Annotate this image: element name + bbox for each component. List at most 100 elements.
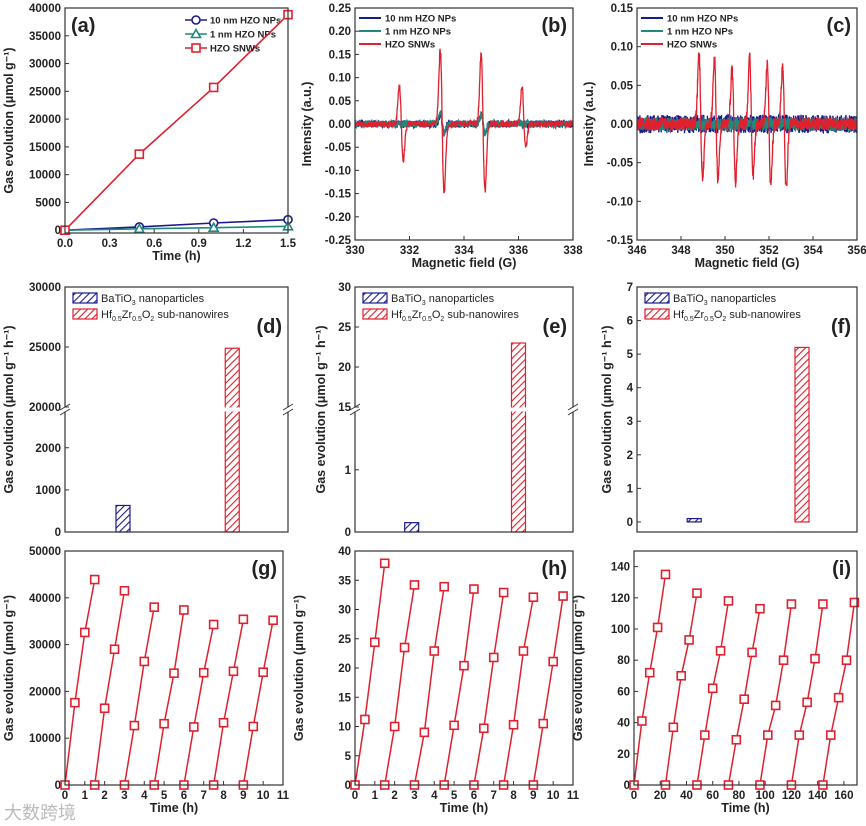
y-tick-label: 0.00: [611, 119, 633, 131]
legend-subscript: 2: [722, 316, 726, 323]
data-point: [189, 722, 199, 732]
x-tick-label: 9: [530, 790, 536, 802]
y-axis-label: Gas evolution (μmol g⁻¹): [292, 595, 306, 741]
y-axis-label: Intensity (a.u.): [582, 82, 596, 167]
y-tick-label: 5000: [35, 197, 61, 209]
x-tick-label: 0.0: [57, 238, 73, 250]
legend-swatch: [362, 308, 388, 320]
spectrum-line: [637, 52, 857, 188]
x-tick-label: 7: [491, 790, 497, 802]
panel-e: (e) 0 1 15 20 25 30 Gas evolution (μmol g⁻¹ h⁻¹…: [314, 282, 579, 539]
panel-label: (e): [543, 316, 567, 338]
data-point: [208, 82, 219, 93]
data-point: [849, 597, 860, 608]
y-tick-label: 0.15: [329, 49, 352, 61]
data-point: [810, 653, 820, 664]
data-point: [399, 642, 410, 653]
legend-label: Hf0.5Zr0.5O2 sub-nanowires: [673, 309, 801, 323]
legend-subscript: 0.5: [132, 316, 142, 323]
data-point: [449, 720, 459, 731]
x-tick-label: 0: [631, 790, 637, 802]
bar-break-gap: [510, 407, 527, 412]
y-tick-label: 5: [627, 349, 634, 361]
data-point: [409, 580, 420, 590]
x-tick-label: 11: [277, 790, 290, 802]
x-tick-label: 3: [121, 790, 127, 802]
y-tick-label: 120: [611, 593, 630, 605]
y-tick-label: -0.10: [607, 196, 633, 208]
axis-break-mark: [282, 408, 294, 416]
legend-text: BaTiO: [391, 293, 422, 305]
panel-label: (g): [251, 558, 277, 580]
x-tick-label: 9: [240, 790, 246, 802]
data-point: [258, 667, 268, 678]
y-tick-label: 20000: [29, 114, 61, 126]
cycle-line: [383, 584, 416, 786]
data-point: [755, 603, 765, 614]
y-tick-label: 20: [338, 663, 351, 675]
data-point: [89, 574, 100, 585]
y-tick-label: 6: [627, 316, 633, 328]
x-tick-label: 100: [756, 790, 775, 802]
data-point: [207, 221, 220, 233]
y-axis-label: Gas evolution (μmol g⁻¹ h⁻¹): [314, 325, 328, 493]
data-point: [459, 660, 469, 671]
legend-subscript: 2: [440, 316, 444, 323]
x-tick-label: 1.5: [280, 238, 297, 250]
panel-label: (h): [541, 558, 567, 580]
plot-frame: [354, 550, 574, 786]
y-tick-label: 25000: [29, 342, 61, 354]
x-tick-label: 120: [782, 790, 801, 802]
data-point: [498, 587, 509, 598]
x-tick-label: 1.2: [235, 238, 251, 250]
x-tick-label: 4: [431, 790, 438, 802]
x-tick-label: 6: [181, 790, 187, 802]
legend-swatch: [644, 292, 670, 304]
data-point: [637, 716, 647, 726]
legend-label: 10 nm HZO NPs: [385, 14, 456, 25]
y-tick-label: 60: [617, 686, 630, 698]
legend-text: Hf: [391, 309, 403, 321]
legend-subscript: 3: [422, 300, 426, 307]
panel-f: (f) 0 1 2 3 4 5 6 7 Gas evolution (μmol g⁻¹ h⁻¹) B…: [600, 282, 858, 533]
y-tick-label: 15000: [29, 142, 61, 154]
y-tick-label: 10000: [29, 733, 61, 745]
cycle-line: [64, 579, 96, 786]
panel-label: (f): [831, 316, 851, 338]
x-tick-label: 1: [82, 790, 89, 802]
data-point: [198, 667, 209, 678]
legend-text: O: [142, 309, 151, 321]
legend-swatch: [72, 292, 98, 304]
x-tick-label: 350: [715, 245, 734, 257]
y-tick-label: 0.15: [611, 3, 634, 15]
panel-d: (d) 0 1000 2000 20000 25000 30000 Gas evolution…: [2, 282, 294, 539]
axis-break-mark: [567, 408, 579, 416]
legend-label: HZO SNWs: [385, 40, 435, 51]
panel-label: (i): [832, 558, 851, 580]
panel-h: (h) 0 1 2 3 4 5 6 7 8 9 10 11 0 5 10 15 20 25 30 35 40 Time (h…: [292, 546, 580, 815]
legend-text: O: [714, 309, 723, 321]
x-tick-label: 0.3: [102, 238, 118, 250]
axis-break-mark: [59, 403, 71, 411]
y-tick-label: 0.05: [611, 80, 634, 92]
x-tick-label: 140: [808, 790, 827, 802]
y-tick-label: 20: [617, 749, 630, 761]
plot-frame: [636, 7, 858, 241]
legend-swatch: [72, 308, 98, 320]
x-axis-label: Magnetic field (G): [412, 256, 517, 270]
y-tick-label: 3: [627, 416, 633, 428]
x-tick-label: 334: [454, 245, 474, 257]
legend-subscript: 2: [150, 316, 154, 323]
y-tick-label: -0.05: [325, 142, 352, 154]
legend-marker: [191, 15, 201, 25]
series-line: [64, 218, 289, 232]
y-tick-label: 0: [55, 780, 61, 792]
data-point: [548, 656, 558, 667]
legend-text: sub-nanowires: [154, 309, 229, 321]
y-tick-label: 0.20: [329, 26, 351, 38]
y-tick-label: 15: [338, 692, 351, 704]
y-tick-label: 10: [338, 722, 351, 734]
cycle-line: [502, 597, 535, 786]
y-tick-label: 30: [338, 282, 351, 294]
x-tick-label: 10: [257, 790, 270, 802]
